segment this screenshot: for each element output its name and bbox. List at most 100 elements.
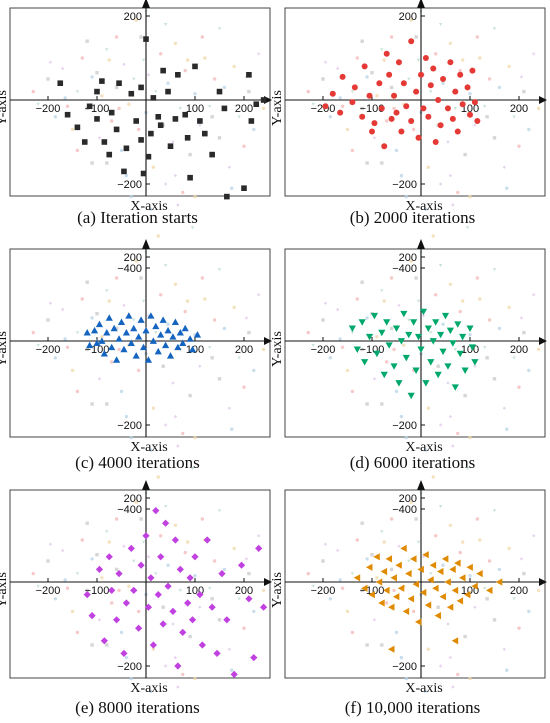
background-point: [230, 668, 234, 672]
data-point: [392, 325, 401, 332]
background-point: [487, 318, 492, 322]
x-tick-label: −200: [311, 103, 336, 115]
background-point: [434, 293, 438, 297]
background-point: [468, 194, 472, 199]
background-point: [31, 330, 35, 335]
data-point: [113, 356, 121, 363]
background-point: [244, 316, 249, 320]
background-point: [370, 553, 374, 557]
background-point: [61, 307, 65, 312]
background-point: [171, 381, 175, 385]
background-point: [129, 194, 133, 199]
background-point: [154, 572, 158, 576]
background-point: [463, 634, 467, 639]
background-point: [448, 41, 453, 45]
data-point: [437, 567, 444, 576]
background-points: [306, 467, 541, 693]
data-point: [57, 80, 64, 86]
background-point: [431, 475, 435, 479]
background-point: [311, 102, 315, 106]
data-point: [400, 80, 407, 87]
data-point: [444, 363, 452, 370]
data-point: [385, 342, 393, 349]
background-point: [380, 402, 384, 406]
background-point: [230, 186, 234, 190]
data-point: [260, 97, 267, 103]
data-point: [434, 612, 442, 620]
background-point: [517, 626, 521, 630]
background-point: [532, 534, 536, 538]
data-point: [454, 559, 461, 567]
background-point: [163, 664, 168, 668]
background-point: [151, 406, 156, 410]
data-point: [353, 574, 361, 582]
x-tick-label: −200: [311, 585, 336, 597]
background-point: [441, 322, 445, 326]
data-point: [110, 324, 118, 332]
background-point: [375, 94, 379, 98]
background-point: [163, 423, 168, 427]
background-point: [389, 35, 394, 39]
data-point: [108, 109, 115, 116]
data-point: [427, 576, 434, 584]
data-point: [412, 580, 419, 588]
background-point: [338, 96, 342, 100]
background-point: [502, 647, 506, 651]
data-point: [446, 327, 454, 335]
data-point: [202, 130, 208, 137]
data-point: [391, 92, 398, 99]
data-point: [88, 612, 96, 620]
plot-frame: [284, 248, 546, 438]
data-point: [410, 555, 417, 563]
data-point: [425, 113, 432, 120]
background-point: [365, 557, 369, 561]
background-point: [399, 655, 404, 660]
data-point: [378, 329, 386, 337]
data-point: [94, 116, 100, 122]
data-point: [444, 578, 451, 586]
background-point: [517, 385, 521, 389]
data-point: [169, 607, 177, 615]
background-point: [414, 35, 418, 39]
background-point: [497, 567, 502, 572]
background-point: [411, 609, 416, 614]
background-point: [247, 89, 251, 94]
background-point: [522, 89, 526, 94]
background-point: [460, 299, 465, 303]
background-point: [456, 190, 460, 195]
data-point: [383, 586, 390, 594]
background-point: [210, 356, 214, 360]
background-point: [468, 676, 472, 681]
background-point: [90, 402, 94, 406]
background-point: [436, 364, 440, 368]
data-point: [385, 555, 393, 563]
background-point: [97, 377, 102, 381]
data-point: [495, 578, 503, 586]
background-point: [190, 467, 195, 471]
data-point: [174, 662, 182, 670]
background-point: [46, 559, 50, 563]
background-point: [163, 182, 168, 186]
background-point: [210, 115, 214, 119]
background-point: [46, 318, 50, 322]
background-point: [328, 115, 333, 119]
background-point: [409, 500, 413, 504]
data-point: [137, 561, 145, 569]
background-point: [61, 66, 65, 71]
background-point: [173, 282, 178, 286]
background-point: [163, 505, 168, 509]
data-point: [427, 359, 435, 366]
data-point: [395, 380, 403, 387]
background-point: [132, 559, 136, 563]
x-tick-label: −100: [85, 585, 110, 597]
data-point: [157, 553, 165, 561]
data-point: [451, 586, 459, 594]
background-point: [365, 75, 369, 79]
data-point: [463, 591, 471, 599]
background-point: [451, 203, 455, 207]
data-point: [375, 578, 383, 586]
data-point: [128, 90, 135, 97]
background-point: [247, 571, 251, 576]
data-point: [407, 392, 415, 400]
